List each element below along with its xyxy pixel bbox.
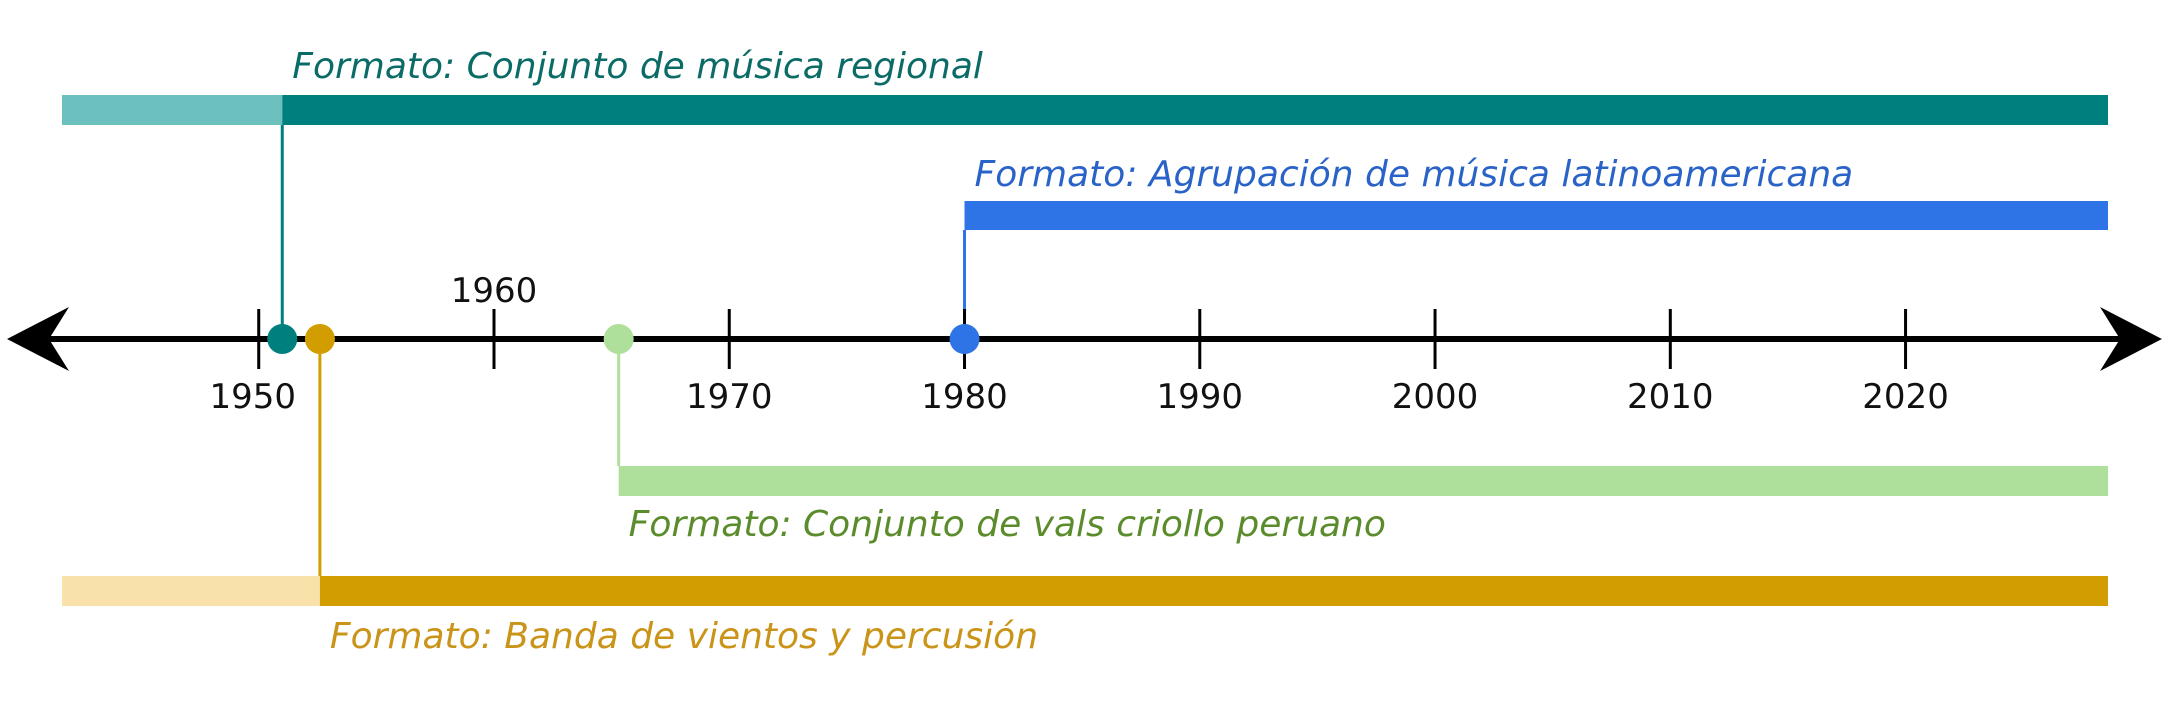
- event-label: Formato: Conjunto de música regional: [292, 46, 983, 87]
- event-label: Formato: Agrupación de música latinoamer…: [975, 154, 1854, 195]
- axis-arrow-right: [2100, 307, 2162, 371]
- event-bar: [618, 466, 2109, 496]
- event-dot: [949, 324, 980, 354]
- event-dot: [304, 324, 335, 354]
- event-bar: [282, 95, 2108, 125]
- axis-arrow-left: [7, 307, 69, 371]
- tick-label: 1950: [209, 377, 296, 417]
- tick-label: 1960: [451, 271, 538, 311]
- event-lead-bar: [62, 95, 283, 125]
- event-lead-bar: [62, 576, 320, 606]
- event-bar: [964, 201, 2108, 230]
- event-label: Formato: Banda de vientos y percusión: [330, 616, 1038, 657]
- event-label: Formato: Conjunto de vals criollo peruan…: [629, 504, 1386, 545]
- tick-label: 2020: [1862, 377, 1949, 417]
- tick-label: 1990: [1157, 377, 1244, 417]
- tick-label: 1980: [921, 377, 1008, 417]
- tick-label: 2010: [1627, 377, 1714, 417]
- tick-label: 1970: [686, 377, 773, 417]
- tick-label: 2000: [1392, 377, 1479, 417]
- event-dot: [267, 324, 298, 354]
- event-bar: [319, 576, 2109, 606]
- event-dot: [603, 324, 634, 354]
